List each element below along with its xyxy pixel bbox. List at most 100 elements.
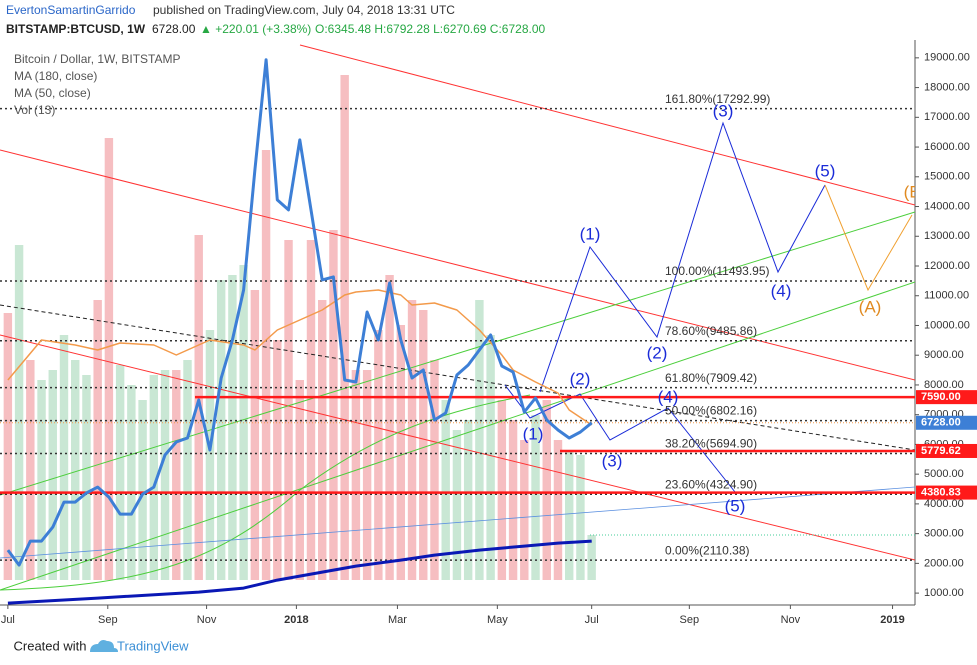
- volume-bar: [26, 360, 35, 580]
- change: ▲ +220.01 (+3.38%): [200, 22, 311, 36]
- y-tick-label: 3000.00: [924, 528, 964, 540]
- y-tick-label: 19000.00: [924, 52, 970, 64]
- wave-label: (5): [725, 496, 746, 515]
- y-tick-label: 1000.00: [924, 587, 964, 599]
- y-tick-label: 13000.00: [924, 230, 970, 242]
- wave-path: [504, 384, 736, 493]
- volume-bar: [194, 235, 203, 580]
- volume-bar: [430, 360, 439, 580]
- x-tick-label: Jul: [1, 614, 15, 626]
- volume-bar: [261, 150, 271, 580]
- volume-bar: [374, 330, 383, 580]
- volume-bar: [396, 325, 406, 580]
- volume-bar: [82, 375, 91, 580]
- volume-bar: [362, 370, 372, 580]
- drawings: [0, 44, 915, 591]
- wave-label: (1): [523, 424, 544, 443]
- volume-bar: [419, 310, 428, 580]
- y-tick-label: 9000.00: [924, 349, 964, 361]
- wave-label: (3): [602, 451, 623, 470]
- logo: [90, 640, 118, 652]
- volume-bar: [160, 370, 170, 580]
- last-price: 6728.00: [152, 22, 196, 36]
- price-label: 7590.00: [921, 391, 961, 403]
- volume-bar: [273, 340, 282, 580]
- x-tick-label: Sep: [98, 614, 118, 626]
- x-tick-label: Mar: [388, 614, 407, 626]
- wave-label: (A): [859, 297, 882, 316]
- volume-bar: [452, 430, 462, 580]
- volume-bar: [576, 455, 585, 580]
- trend-curve: [0, 394, 531, 591]
- fib-label: 23.60%(4324.90): [665, 477, 757, 491]
- volume-bar: [127, 385, 136, 580]
- volume-bar: [531, 415, 540, 580]
- volume-bar: [295, 380, 304, 580]
- volume-bar: [587, 535, 596, 580]
- series-line: [7, 539, 592, 605]
- y-tick-label: 14000.00: [924, 200, 970, 212]
- series-line: [7, 289, 593, 426]
- volume-bar: [216, 280, 226, 580]
- volume-bar: [385, 275, 394, 580]
- trend-line: [0, 211, 915, 496]
- footer-created: Created with: [14, 638, 87, 653]
- fib-label: 38.20%(5694.90): [665, 437, 757, 451]
- price-label: 4380.83: [921, 486, 961, 498]
- footer-brand[interactable]: TradingView: [117, 638, 189, 653]
- y-tick-label: 15000.00: [924, 171, 970, 183]
- author[interactable]: EvertonSamartinGarrido: [6, 3, 136, 17]
- x-tick-label: Nov: [197, 614, 217, 626]
- lines: 161.80%(17292.99) 100.00%(11493.95) 78.60%…: [0, 58, 915, 605]
- plot-area: 161.80%(17292.99) 100.00%(11493.95) 78.60%…: [0, 44, 927, 605]
- volume-bar: [553, 440, 563, 580]
- volume-bar: [14, 245, 24, 580]
- volume-bar: [475, 300, 484, 580]
- legend-entry: Vol (13): [14, 103, 55, 117]
- price-box: [916, 390, 977, 405]
- wave-label: (3): [713, 101, 734, 120]
- trend-line: [0, 149, 915, 381]
- y-tick-label: 17000.00: [924, 111, 970, 123]
- x-tick-label: Nov: [781, 614, 801, 626]
- wave-path: [539, 121, 826, 393]
- wave-label: (B): [904, 182, 927, 201]
- fib-label: 161.80%(17292.99): [665, 92, 770, 106]
- volume-bar: [115, 365, 125, 580]
- volume-bar: [205, 330, 215, 580]
- volume-bar: [104, 138, 114, 580]
- trend-line: [299, 44, 915, 206]
- y-tick-label: 16000.00: [924, 141, 970, 153]
- volume-bar: [48, 370, 57, 580]
- volume-bar: [71, 360, 80, 580]
- volume-bar: [329, 230, 338, 580]
- legend-entry: MA (50, close): [14, 86, 91, 100]
- trend-line: [0, 486, 915, 559]
- x-tick-label: Sep: [680, 614, 700, 626]
- volume: [3, 75, 596, 580]
- y-tick-label: 18000.00: [924, 81, 970, 93]
- wave-label: (4): [771, 281, 792, 300]
- volume-bar: [407, 300, 417, 580]
- price-box: [916, 443, 977, 458]
- wave-label: (2): [570, 369, 591, 388]
- volume-bar: [508, 420, 518, 580]
- wave-path: [824, 184, 913, 292]
- price-label: 6728.00: [921, 417, 961, 429]
- fib-label: 50.00%(6802.16): [665, 404, 757, 418]
- y-tick-label: 4000.00: [924, 498, 964, 510]
- y-tick-label: 8000.00: [924, 379, 964, 391]
- volume-bar: [228, 275, 237, 580]
- volume-bar: [250, 290, 260, 580]
- wave-label: (2): [647, 343, 668, 362]
- series-line: [6, 58, 593, 567]
- volume-bar: [351, 370, 361, 580]
- fib-label: 61.80%(7909.42): [665, 371, 757, 385]
- volume-bar: [306, 240, 316, 580]
- volume-bar: [441, 400, 450, 580]
- legend-title: Bitcoin / Dollar, 1W, BITSTAMP: [14, 52, 181, 66]
- trend-line: [0, 334, 915, 561]
- volume-bar: [486, 335, 495, 580]
- volume-bar: [284, 240, 293, 580]
- price-box: [916, 415, 977, 430]
